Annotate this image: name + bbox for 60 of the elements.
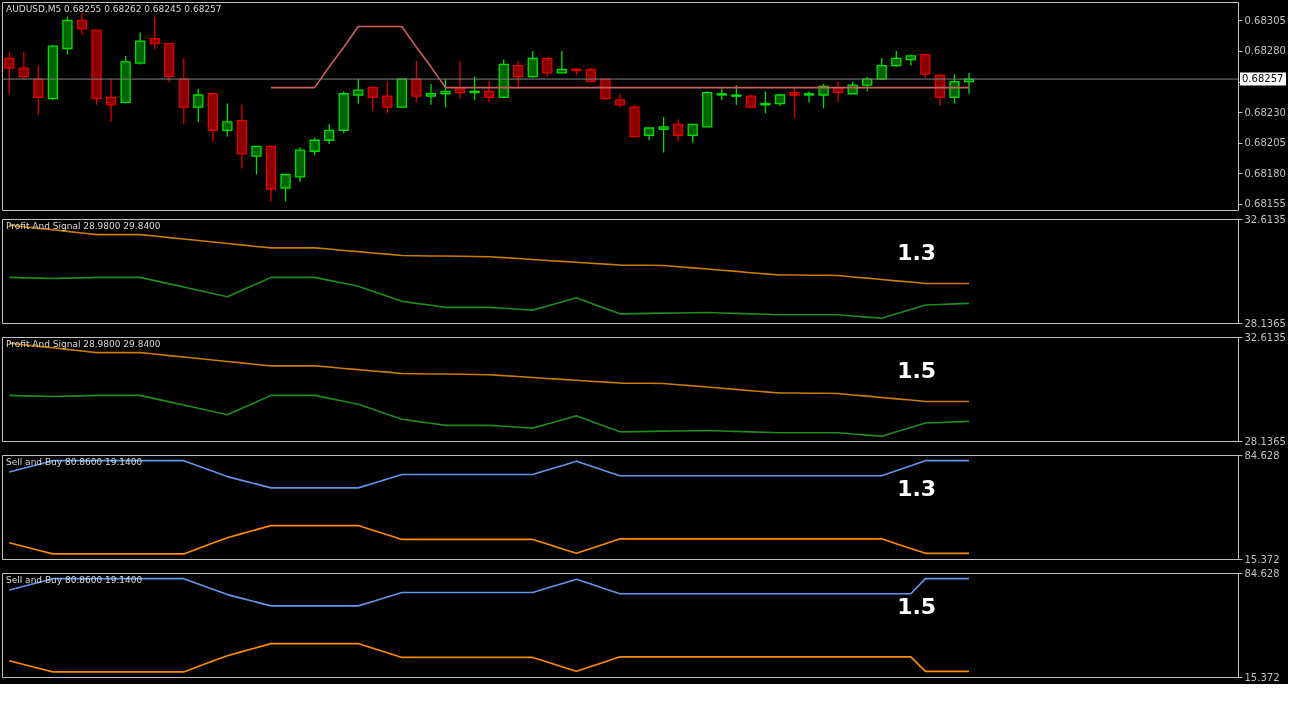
y-tick-label: 15.372 bbox=[1244, 553, 1280, 565]
candlestick bbox=[658, 116, 669, 154]
candlestick bbox=[731, 84, 742, 106]
annotation: 1.5 bbox=[897, 594, 937, 620]
candlestick bbox=[411, 60, 422, 103]
candlestick bbox=[454, 60, 466, 100]
candlestick bbox=[280, 173, 291, 203]
candlestick bbox=[353, 78, 364, 105]
y-tick-label: 0.68205 bbox=[1244, 137, 1286, 149]
y-tick-label: 32.6135 bbox=[1244, 213, 1286, 225]
candlestick bbox=[425, 83, 437, 106]
y-tick-label: 32.6135 bbox=[1244, 331, 1286, 343]
candlestick bbox=[949, 73, 960, 105]
candlestick bbox=[4, 51, 15, 95]
candlestick bbox=[789, 85, 800, 119]
candlestick bbox=[469, 75, 480, 101]
y-tick-label: 0.68155 bbox=[1244, 198, 1286, 210]
annotation: 1.5 bbox=[897, 358, 937, 384]
candlestick bbox=[760, 90, 771, 114]
candlestick bbox=[193, 88, 204, 123]
line-series bbox=[8, 342, 970, 403]
y-tick-label: 28.1365 bbox=[1244, 317, 1286, 329]
y-tick-label: 84.628 bbox=[1244, 567, 1280, 579]
candlestick bbox=[687, 123, 698, 144]
chart-title: AUDUSD,M5 0.68255 0.68262 0.68245 0.68257 bbox=[6, 4, 222, 14]
candlestick bbox=[673, 118, 684, 143]
line-series bbox=[8, 394, 970, 438]
annotation: 1.3 bbox=[897, 476, 937, 502]
candlestick bbox=[513, 60, 524, 90]
y-tick-label: 15.372 bbox=[1244, 671, 1280, 683]
y-tick-label: 0.68305 bbox=[1244, 14, 1286, 26]
candlestick bbox=[134, 31, 146, 66]
candlestick bbox=[367, 85, 378, 112]
candlestick bbox=[542, 57, 553, 78]
candlestick bbox=[920, 52, 931, 79]
candlestick bbox=[556, 50, 567, 74]
line-series bbox=[8, 524, 970, 555]
line-series bbox=[8, 642, 970, 673]
candlestick bbox=[222, 102, 233, 138]
candlestick bbox=[527, 50, 538, 79]
line-series bbox=[8, 276, 970, 320]
y-tick-label: 0.68280 bbox=[1244, 45, 1286, 57]
candlestick bbox=[251, 145, 262, 176]
candlestick bbox=[483, 80, 495, 103]
candlestick bbox=[33, 64, 44, 116]
candlestick bbox=[149, 16, 160, 51]
candlestick bbox=[76, 12, 88, 36]
y-tick-label: 84.628 bbox=[1244, 449, 1280, 461]
y-tick-label: 0.68230 bbox=[1244, 106, 1286, 118]
candlestick bbox=[18, 51, 29, 80]
annotation: 1.3 bbox=[897, 240, 937, 266]
candlestick bbox=[382, 80, 393, 114]
y-tick-label: 0.68180 bbox=[1244, 167, 1286, 179]
candlestick bbox=[105, 78, 117, 123]
line-series bbox=[8, 224, 970, 285]
candlestick bbox=[818, 83, 829, 110]
candlestick bbox=[324, 123, 335, 145]
candlestick bbox=[803, 90, 815, 103]
ref-line-label: 0.68257 bbox=[1242, 73, 1284, 85]
y-tick-label: 28.1365 bbox=[1244, 435, 1286, 447]
